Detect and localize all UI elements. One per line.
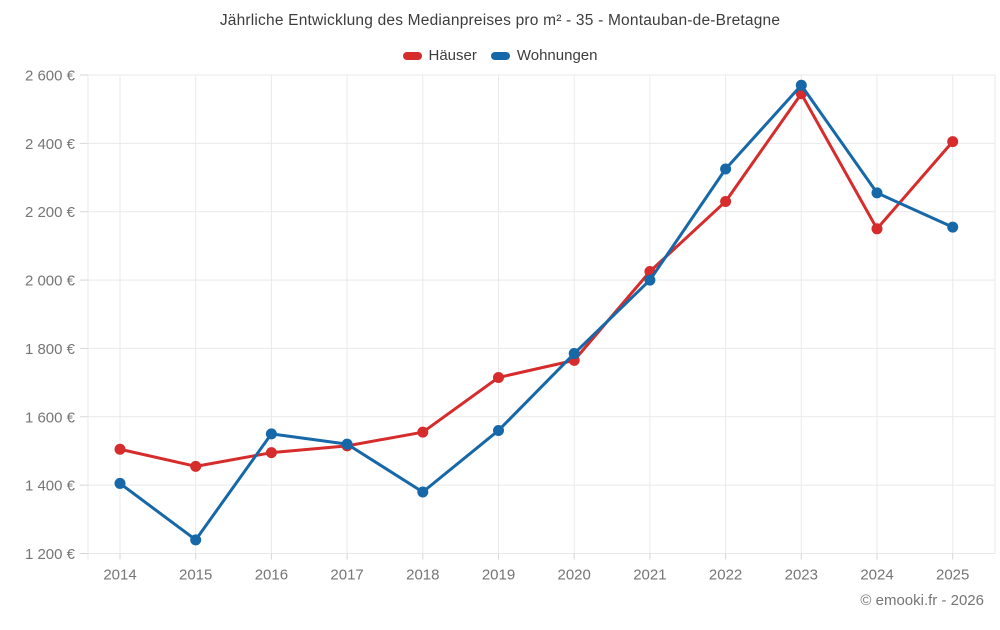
chart-legend: Häuser Wohnungen — [0, 47, 1000, 64]
data-point-wohnungen-2018[interactable] — [417, 486, 429, 498]
data-point-wohnungen-2014[interactable] — [114, 477, 126, 489]
chart-title: Jährliche Entwicklung des Medianpreises … — [219, 12, 781, 29]
data-point-wohnungen-2023[interactable] — [795, 79, 807, 91]
data-point-wohnungen-2016[interactable] — [265, 428, 277, 440]
x-axis-label: 2019 — [482, 567, 515, 584]
data-point-häuser-2025[interactable] — [947, 136, 959, 148]
y-axis-label: 2 600 € — [25, 68, 76, 85]
y-axis-label: 1 600 € — [25, 409, 76, 426]
y-axis-label: 2 000 € — [25, 273, 76, 290]
y-axis-label: 2 400 € — [25, 136, 76, 153]
legend-label-wohnungen: Wohnungen — [516, 47, 598, 64]
data-point-wohnungen-2017[interactable] — [341, 438, 353, 450]
legend-item-haeuser[interactable]: Häuser — [402, 47, 477, 64]
data-point-häuser-2015[interactable] — [190, 460, 202, 472]
x-axis-label: 2024 — [860, 567, 893, 584]
data-point-häuser-2016[interactable] — [265, 447, 277, 459]
data-point-wohnungen-2020[interactable] — [568, 348, 580, 360]
data-point-häuser-2022[interactable] — [720, 195, 732, 207]
data-point-häuser-2019[interactable] — [493, 371, 504, 383]
x-axis-label: 2015 — [179, 567, 212, 584]
data-point-wohnungen-2021[interactable] — [644, 274, 656, 286]
copyright-credit: © emooki.fr - 2026 — [860, 592, 984, 609]
data-point-wohnungen-2024[interactable] — [871, 187, 883, 199]
series-line-wohnungen — [119, 83, 954, 542]
legend-item-wohnungen[interactable]: Wohnungen — [490, 47, 598, 64]
legend-label-haeuser: Häuser — [428, 47, 477, 64]
legend-swatch-wohnungen-icon — [490, 51, 510, 60]
data-point-wohnungen-2015[interactable] — [190, 534, 202, 546]
data-point-wohnungen-2025[interactable] — [947, 221, 959, 233]
y-axis-label: 1 400 € — [25, 478, 76, 495]
data-point-wohnungen-2019[interactable] — [493, 424, 504, 436]
y-axis-label: 1 200 € — [25, 546, 76, 563]
data-point-wohnungen-2022[interactable] — [720, 163, 732, 175]
x-axis-label: 2021 — [633, 567, 666, 584]
data-point-häuser-2018[interactable] — [417, 426, 429, 438]
x-axis-label: 2017 — [330, 567, 363, 584]
x-axis-label: 2022 — [709, 567, 742, 584]
data-point-häuser-2014[interactable] — [114, 443, 126, 455]
data-point-häuser-2024[interactable] — [871, 223, 883, 235]
x-axis-label: 2023 — [785, 567, 818, 584]
legend-swatch-haeuser-icon — [402, 51, 422, 60]
y-axis-label: 2 200 € — [25, 204, 76, 221]
x-axis-label: 2018 — [406, 567, 439, 584]
x-axis-label: 2020 — [558, 567, 591, 584]
x-axis-label: 2025 — [936, 567, 969, 584]
x-axis-label: 2016 — [255, 567, 288, 584]
y-axis-label: 1 800 € — [25, 341, 76, 358]
series-line-häuser — [119, 92, 954, 468]
x-axis-label: 2014 — [103, 567, 136, 584]
